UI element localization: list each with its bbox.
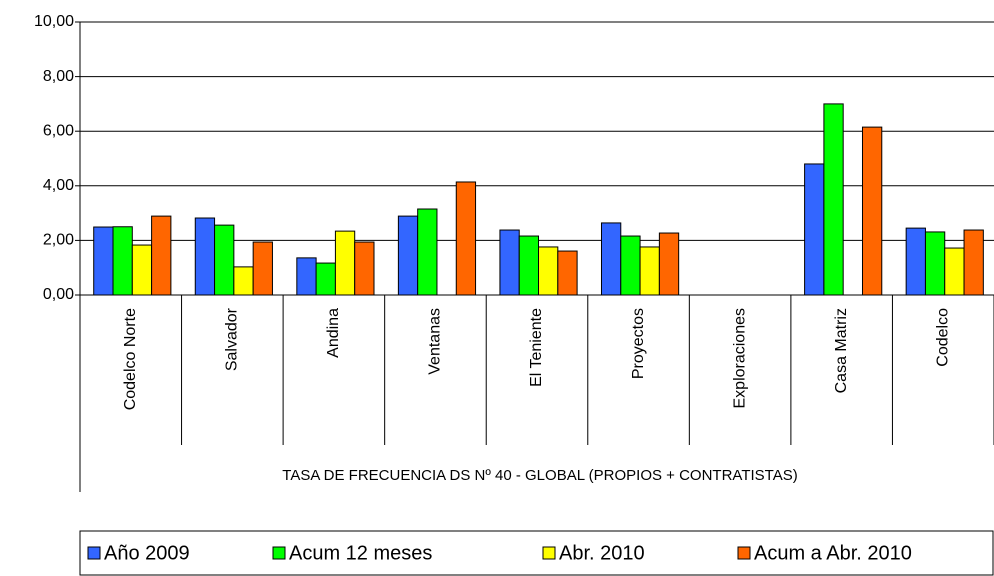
bar [93, 226, 114, 296]
bar [639, 246, 660, 296]
bar [252, 241, 273, 296]
x-tick-label: Ventanas [427, 308, 444, 375]
x-tick-label: Casa Matriz [833, 308, 850, 393]
x-tick-label: Salvador [224, 307, 241, 371]
bar [620, 235, 641, 296]
x-tick-label: El Teniente [528, 308, 545, 387]
bar [151, 215, 172, 296]
bar [804, 163, 825, 296]
legend-swatch [542, 546, 556, 560]
x-axis-title: TASA DE FRECUENCIA DS Nº 40 - GLOBAL (PR… [282, 467, 797, 484]
legend-label: Acum a Abr. 2010 [754, 542, 912, 564]
legend-swatch [272, 546, 286, 560]
legend-swatch [737, 546, 751, 560]
bar [417, 208, 438, 296]
bar [233, 266, 254, 296]
bar [557, 250, 578, 296]
bar [214, 224, 235, 296]
x-tick-label: Proyectos [630, 308, 647, 379]
bar [131, 244, 153, 296]
legend-box [79, 530, 994, 576]
bar [538, 246, 559, 296]
legend-label: Año 2009 [104, 542, 190, 564]
bar [658, 232, 680, 296]
bar [823, 103, 844, 296]
y-tick-label: 4,00 [43, 177, 74, 194]
bar [600, 222, 622, 296]
bar [296, 257, 317, 296]
legend-swatch [87, 546, 101, 560]
x-tick-label: Codelco Norte [122, 308, 139, 410]
bar [397, 215, 419, 296]
bar [194, 217, 216, 296]
y-tick-label: 10,00 [34, 13, 74, 30]
y-tick-label: 6,00 [43, 122, 74, 139]
bar [518, 235, 540, 296]
x-tick-label: Andina [325, 308, 342, 358]
bar [455, 181, 477, 296]
bar [315, 262, 336, 296]
bar [861, 126, 883, 296]
legend-label: Acum 12 meses [289, 542, 432, 564]
y-tick-label: 0,00 [43, 286, 74, 303]
legend-label: Abr. 2010 [559, 542, 645, 564]
y-tick-label: 2,00 [43, 232, 74, 249]
x-tick-label: Exploraciones [731, 308, 748, 409]
bar [334, 230, 356, 296]
x-tick-label: Codelco [934, 308, 951, 367]
bar [112, 226, 133, 296]
bar [499, 229, 520, 296]
bar [944, 247, 965, 296]
bar [354, 241, 375, 296]
bar [924, 231, 946, 296]
y-tick-label: 8,00 [43, 68, 74, 85]
bar [963, 229, 984, 296]
bar [905, 227, 926, 296]
